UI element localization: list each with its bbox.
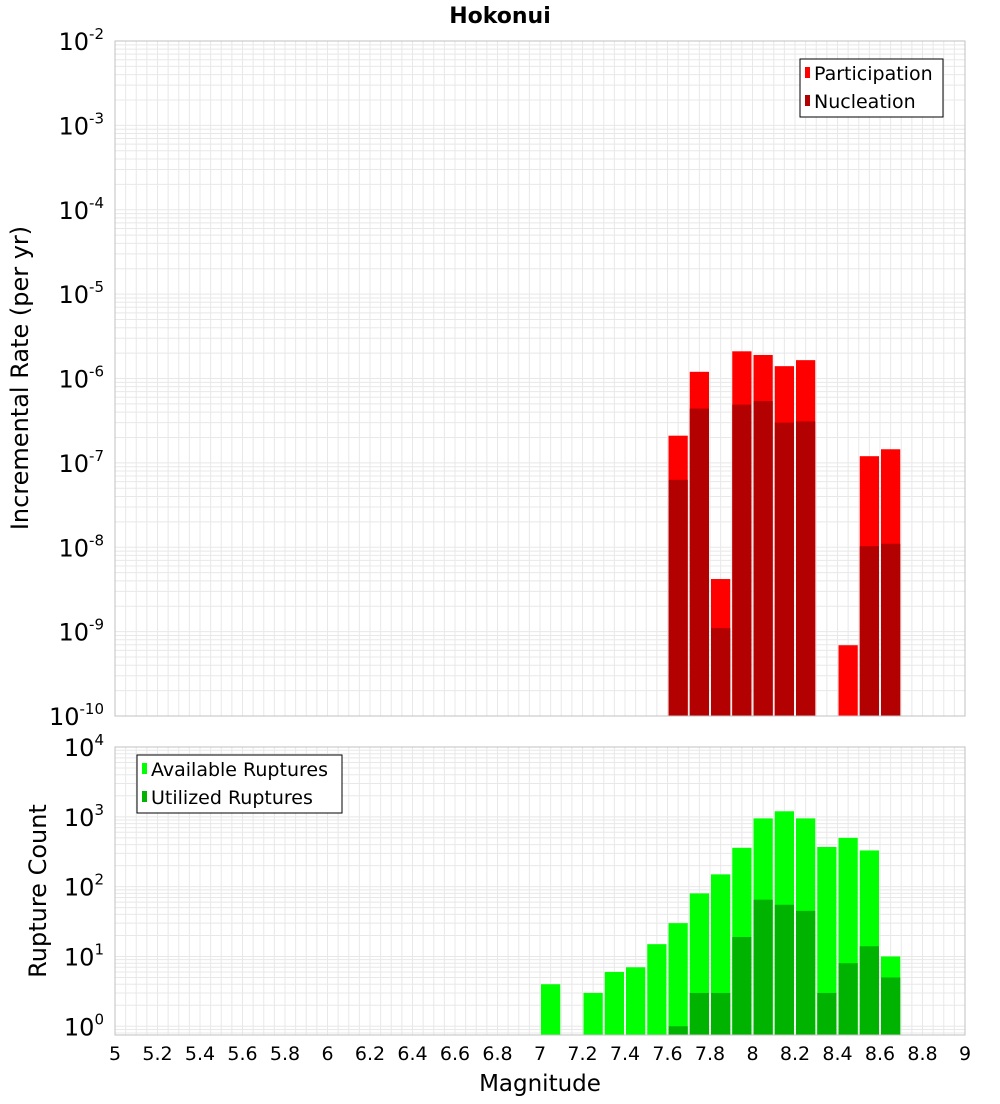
x-tick-label: 7.4 xyxy=(610,1043,640,1065)
bar xyxy=(711,992,731,1035)
top-y-axis-label: Incremental Rate (per yr) xyxy=(6,226,34,530)
legend-label: Available Ruptures xyxy=(151,759,328,781)
x-tick-label: 5.4 xyxy=(185,1043,215,1065)
gridlines xyxy=(115,41,965,716)
x-tick-label: 7.2 xyxy=(567,1043,597,1065)
x-axis-label: Magnitude xyxy=(479,1071,601,1097)
x-tick-label: 6.4 xyxy=(397,1043,427,1065)
x-tick-label: 7 xyxy=(534,1043,546,1065)
bar xyxy=(541,984,561,1035)
bar xyxy=(753,899,773,1035)
y-tick-label: 103 xyxy=(64,801,104,832)
y-tick-label: 10-8 xyxy=(58,531,104,562)
bar xyxy=(668,479,688,716)
legend-label: Nucleation xyxy=(814,91,916,113)
x-tick-label: 6.2 xyxy=(355,1043,385,1065)
bottom-y-axis-label: Rupture Count xyxy=(24,804,52,978)
y-tick-label: 104 xyxy=(64,731,104,762)
legend-swatch xyxy=(805,67,810,78)
y-tick-label: 100 xyxy=(64,1010,104,1041)
bar xyxy=(753,401,773,716)
y-tick-label: 10-3 xyxy=(58,109,104,140)
legend-box xyxy=(799,58,944,118)
bar xyxy=(689,992,709,1035)
y-tick-label: 10-10 xyxy=(49,700,104,731)
y-tick-label: 10-2 xyxy=(58,25,104,56)
bar xyxy=(796,421,816,716)
bar xyxy=(711,628,731,716)
plot-frame xyxy=(114,746,966,1036)
x-tick-label: 5.2 xyxy=(142,1043,172,1065)
legend-box xyxy=(136,754,343,814)
y-tick-label: 10-5 xyxy=(58,278,104,309)
bar xyxy=(626,967,646,1035)
bar xyxy=(774,422,794,716)
bar xyxy=(838,963,858,1035)
legend-swatch xyxy=(805,95,810,106)
y-tick-labels: 10-2 10-3 10-4 10-5 10-6 10-7 10-8 10-9 10-10 xyxy=(49,25,104,731)
bar xyxy=(859,546,879,716)
bar xyxy=(817,846,837,1035)
bar xyxy=(881,543,901,716)
x-tick-label: 7.8 xyxy=(695,1043,725,1065)
bar xyxy=(668,923,688,1035)
x-tick-label: 8.8 xyxy=(907,1043,937,1065)
bar xyxy=(583,992,603,1035)
y-tick-label: 10-4 xyxy=(58,194,104,225)
legend-label: Utilized Ruptures xyxy=(151,787,313,809)
x-tick-label: 6.6 xyxy=(440,1043,470,1065)
x-tick-labels: 5 5.2 5.4 5.6 5.8 6 6.2 6.4 6.6 6.8 7 7.2 7.4 7.6 7.8 8… xyxy=(109,1043,971,1065)
chart-title: Hokonui xyxy=(449,4,551,29)
bar xyxy=(604,971,624,1035)
bar xyxy=(859,946,879,1035)
legend: Participation Nucleation xyxy=(799,58,944,118)
bar xyxy=(647,944,667,1035)
bar xyxy=(689,408,709,716)
y-tick-label: 10-9 xyxy=(58,616,104,647)
x-tick-label: 8.2 xyxy=(780,1043,810,1065)
y-tick-label: 101 xyxy=(64,940,104,971)
x-tick-label: 6.8 xyxy=(482,1043,512,1065)
x-tick-label: 8.4 xyxy=(822,1043,852,1065)
bar xyxy=(881,977,901,1035)
x-tick-label: 9 xyxy=(959,1043,971,1065)
x-tick-label: 7.6 xyxy=(652,1043,682,1065)
x-tick-label: 5.8 xyxy=(270,1043,300,1065)
legend-label: Participation xyxy=(814,63,933,85)
series-1 xyxy=(668,401,901,716)
top-plot-panel: 10-2 10-3 10-4 10-5 10-6 10-7 10-8 10-9 10-10 Par… xyxy=(49,25,966,731)
y-tick-labels: 100 101 102 103 104 xyxy=(64,731,104,1041)
y-tick-label: 10-7 xyxy=(58,447,104,478)
x-tick-label: 5.6 xyxy=(227,1043,257,1065)
x-tick-label: 6 xyxy=(321,1043,333,1065)
y-tick-label: 10-6 xyxy=(58,363,104,394)
series-1 xyxy=(668,899,901,1035)
y-tick-label: 102 xyxy=(64,871,104,902)
legend: Available Ruptures Utilized Ruptures xyxy=(136,754,343,814)
x-tick-label: 8 xyxy=(746,1043,758,1065)
legend-swatch xyxy=(142,791,147,802)
bar xyxy=(668,1026,688,1035)
plot-frame xyxy=(114,40,966,717)
bar xyxy=(838,645,858,716)
x-tick-label: 8.6 xyxy=(865,1043,895,1065)
bar xyxy=(732,936,752,1035)
bar xyxy=(817,992,837,1035)
bar xyxy=(732,404,752,716)
bottom-plot-panel: 100 101 102 103 104 Available Ruptures Utilize… xyxy=(64,731,966,1041)
x-tick-label: 5 xyxy=(109,1043,121,1065)
bar xyxy=(796,910,816,1035)
legend-swatch xyxy=(142,763,147,774)
bar xyxy=(774,904,794,1035)
